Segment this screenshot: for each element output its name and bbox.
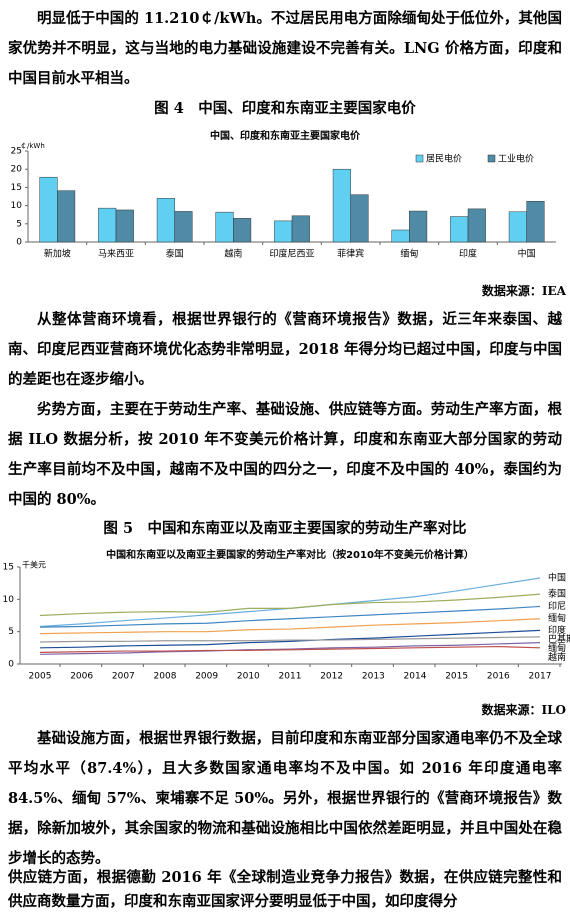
- bar: [156, 198, 175, 243]
- y-tick-label: 25: [11, 147, 22, 157]
- legend-label: 居民电价: [426, 153, 462, 165]
- bar: [115, 209, 134, 243]
- bar: [39, 176, 58, 243]
- series-label: 中国: [548, 571, 566, 583]
- bar: [215, 211, 234, 243]
- paragraph: 明显低于中国的 11.210￠/kWh。不过居民用电方面除缅甸处于低位外，其他国…: [8, 10, 562, 87]
- paragraph: 供应链方面，根据德勤 2016 年《全球制造业竞争力报告》数据，在供应链完整性和…: [8, 869, 562, 910]
- x-tick-label: 2014: [404, 672, 427, 682]
- bar: [98, 207, 117, 243]
- x-tick-label: 2005: [29, 672, 52, 682]
- y-tick-label: 5: [16, 219, 22, 229]
- source: 数据来源：ILO: [481, 703, 566, 717]
- y-tick-label: 0: [8, 660, 14, 670]
- x-tick-label: 印度尼西亚: [269, 248, 314, 260]
- y-tick-label: 10: [11, 201, 23, 211]
- x-tick-label: 2007: [112, 672, 135, 682]
- x-tick-label: 2016: [487, 672, 510, 682]
- series-label: 印尼: [548, 600, 566, 612]
- source: 数据来源：IEA: [481, 284, 566, 298]
- x-tick-label: 2012: [320, 672, 343, 682]
- figure-caption: 图 4 中国、印度和东南亚主要国家电价: [154, 100, 416, 117]
- axis-label: ￠/kWh: [20, 142, 45, 150]
- y-tick-label: 0: [16, 238, 22, 248]
- bar: [291, 215, 310, 243]
- bar: [274, 220, 293, 243]
- x-tick-label: 2015: [445, 672, 468, 682]
- bar: [332, 168, 351, 243]
- chart: 中国、印度和东南亚主要国家电价 ￠/kWh 0 5 10 15 20 25 新加坡 马来西亚 泰…: [11, 129, 556, 260]
- bar: [233, 218, 252, 243]
- bar: [450, 216, 469, 243]
- series-label: 巴基斯坦: [548, 633, 570, 645]
- chart: 中国和东南亚以及南亚主要国家的劳动生产率对比（按2010年不变美元价格计算） 千…: [3, 548, 570, 682]
- bar: [467, 208, 486, 243]
- x-tick-label: 印度: [459, 248, 477, 260]
- figure-caption: 图 5 中国和东南亚以及南亚主要国家的劳动生产率对比: [103, 520, 467, 537]
- x-tick-label: 新加坡: [44, 248, 71, 260]
- legend-swatch: [487, 154, 496, 163]
- line: [39, 629, 541, 649]
- bar: [409, 210, 428, 243]
- chart-title: 中国、印度和东南亚主要国家电价: [210, 129, 361, 142]
- line: [39, 618, 541, 635]
- series-label: 印度: [548, 624, 566, 636]
- x-tick-label: 越南: [224, 248, 242, 260]
- paragraph: 基础设施方面，根据世界银行数据，目前印度和东南亚部分国家通电率仍不及全球平均水平…: [8, 730, 562, 867]
- series-label: 缅甸: [548, 642, 566, 654]
- legend-swatch: [415, 154, 424, 163]
- axis-label: 千美元: [22, 560, 46, 570]
- y-tick-label: 5: [8, 627, 14, 637]
- line: [39, 645, 541, 653]
- bar: [391, 229, 410, 243]
- x-tick-label: 中国: [518, 248, 536, 260]
- bar: [526, 200, 545, 243]
- bar: [350, 194, 369, 243]
- x-tick-label: 菲律宾: [337, 248, 364, 260]
- series-label: 越南: [548, 651, 566, 663]
- line: [39, 636, 541, 643]
- x-tick-label: 2013: [362, 672, 385, 682]
- bar: [508, 211, 527, 243]
- x-tick-label: 2008: [154, 672, 177, 682]
- bar: [57, 190, 76, 243]
- paragraph: 从整体营商环境看，根据世界银行的《营商环境报告》数据，近三年来泰国、越南、印度尼…: [8, 311, 562, 388]
- x-tick-label: 2006: [70, 672, 93, 682]
- series-label: 泰国: [548, 588, 566, 600]
- bar: [174, 211, 193, 243]
- x-tick-label: 2009: [195, 672, 218, 682]
- chart-title: 中国和东南亚以及南亚主要国家的劳动生产率对比（按2010年不变美元价格计算）: [106, 548, 474, 561]
- line: [39, 642, 541, 655]
- y-tick-label: 10: [3, 595, 15, 605]
- y-tick-label: 20: [11, 165, 23, 175]
- x-tick-label: 2011: [279, 672, 302, 682]
- x-tick-label: 泰国: [166, 248, 184, 260]
- y-tick-label: 15: [11, 183, 22, 193]
- line: [39, 605, 541, 628]
- paragraph: 劣势方面，主要在于劳动生产率、基础设施、供应链等方面。劳动生产率方面，根据 IL…: [8, 401, 562, 508]
- x-tick-label: 2010: [237, 672, 260, 682]
- line: [39, 593, 541, 617]
- series-label: 缅甸: [548, 612, 566, 624]
- legend-label: 工业电价: [498, 153, 534, 165]
- x-tick-label: 2017: [529, 672, 552, 682]
- x-tick-label: 马来西亚: [98, 249, 134, 260]
- y-tick-label: 15: [3, 563, 14, 573]
- x-tick-label: 缅甸: [400, 248, 418, 260]
